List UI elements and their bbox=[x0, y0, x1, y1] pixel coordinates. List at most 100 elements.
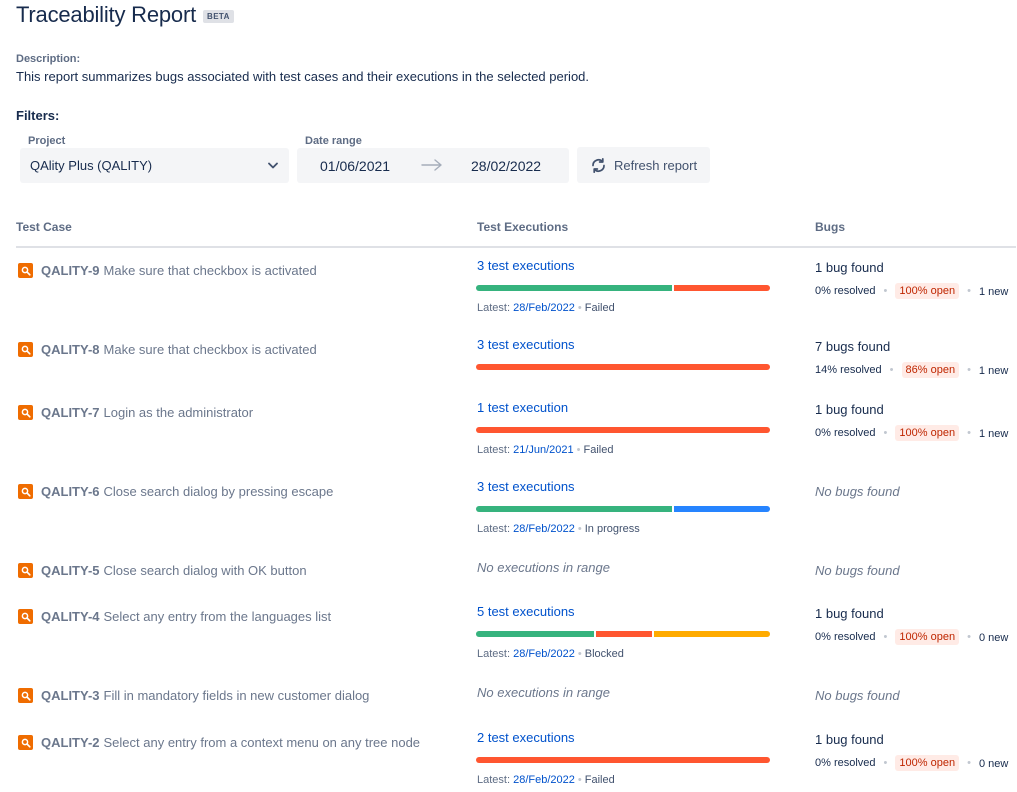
bugs-resolved: 0% resolved bbox=[815, 285, 876, 297]
magnifier-icon bbox=[18, 342, 33, 357]
date-from-input[interactable]: 01/06/2021 bbox=[320, 157, 391, 174]
refresh-report-button[interactable]: Refresh report bbox=[577, 147, 710, 183]
latest-execution-date[interactable]: 28/Feb/2022 bbox=[513, 648, 575, 660]
status-segment-failed bbox=[476, 427, 770, 433]
beta-badge: BETA bbox=[203, 10, 234, 23]
test-executions-link[interactable]: 3 test executions bbox=[477, 337, 575, 352]
test-case-name[interactable]: Make sure that checkbox is activated bbox=[103, 263, 317, 278]
test-case-name[interactable]: Fill in mandatory fields in new customer… bbox=[103, 688, 370, 703]
separator-dot: • bbox=[577, 523, 582, 535]
magnifier-icon bbox=[18, 484, 33, 499]
latest-execution-status: Blocked bbox=[584, 648, 624, 660]
separator-dot: • bbox=[883, 757, 888, 769]
latest-prefix: Latest: bbox=[477, 523, 511, 535]
test-case-key[interactable]: QALITY-6 bbox=[41, 484, 100, 499]
no-executions-text: No executions in range bbox=[477, 685, 610, 700]
test-case-key[interactable]: QALITY-2 bbox=[41, 735, 100, 750]
test-case-key[interactable]: QALITY-3 bbox=[41, 688, 100, 703]
latest-prefix: Latest: bbox=[477, 774, 511, 786]
test-case-key[interactable]: QALITY-7 bbox=[41, 405, 100, 420]
test-executions-link[interactable]: 2 test executions bbox=[477, 730, 575, 745]
magnifier-icon bbox=[18, 263, 33, 278]
latest-execution-date[interactable]: 28/Feb/2022 bbox=[513, 302, 575, 314]
test-executions-link[interactable]: 1 test execution bbox=[477, 400, 569, 415]
bugs-found-count[interactable]: 1 bug found bbox=[815, 606, 884, 621]
bugs-new: 0 new bbox=[978, 758, 1009, 770]
test-case-name[interactable]: Select any entry from a context menu on … bbox=[103, 735, 421, 750]
latest-execution-status: Failed bbox=[584, 774, 615, 786]
latest-execution: Latest: 28/Feb/2022 • In progress bbox=[477, 523, 640, 535]
refresh-report-label: Refresh report bbox=[614, 157, 698, 173]
test-case-key[interactable]: QALITY-9 bbox=[41, 263, 100, 278]
description-text: This report summarizes bugs associated w… bbox=[16, 69, 590, 84]
test-case-name[interactable]: Close search dialog by pressing escape bbox=[103, 484, 334, 499]
test-case-key[interactable]: QALITY-8 bbox=[41, 342, 100, 357]
bugs-new: 1 new bbox=[978, 428, 1009, 440]
bugs-open-lozenge: 100% open bbox=[895, 283, 960, 299]
bugs-open-lozenge: 100% open bbox=[895, 629, 960, 645]
bugs-found-count[interactable]: 1 bug found bbox=[815, 732, 884, 747]
latest-prefix: Latest: bbox=[477, 444, 511, 456]
bugs-new: 1 new bbox=[978, 365, 1009, 377]
bug-stats: 0% resolved • 100% open • 0 new bbox=[815, 629, 1008, 645]
test-case-name[interactable]: Login as the administrator bbox=[103, 405, 254, 420]
test-executions-link[interactable]: 3 test executions bbox=[477, 258, 575, 273]
test-case-name[interactable]: Select any entry from the languages list bbox=[103, 609, 332, 624]
execution-status-bar bbox=[476, 285, 770, 291]
separator-dot: • bbox=[889, 364, 894, 376]
test-case-name[interactable]: Close search dialog with OK button bbox=[103, 563, 307, 578]
test-case-key[interactable]: QALITY-5 bbox=[41, 563, 100, 578]
test-case-cell[interactable]: QALITY-6 Close search dialog by pressing … bbox=[18, 484, 333, 499]
chevron-down-icon bbox=[267, 160, 279, 172]
arrow-right-icon bbox=[421, 157, 443, 176]
bugs-resolved: 14% resolved bbox=[815, 364, 882, 376]
execution-status-bar bbox=[476, 757, 770, 763]
status-segment-failed bbox=[476, 757, 770, 763]
column-header-test-case[interactable]: Test Case bbox=[16, 220, 72, 234]
bugs-found-count[interactable]: 1 bug found bbox=[815, 402, 884, 417]
separator-dot: • bbox=[967, 364, 971, 376]
test-case-cell[interactable]: QALITY-9 Make sure that checkbox is activ… bbox=[18, 263, 317, 278]
status-segment-passed bbox=[476, 631, 594, 637]
bugs-new: 1 new bbox=[978, 286, 1009, 298]
status-segment-blocked bbox=[652, 631, 770, 637]
test-case-cell[interactable]: QALITY-8 Make sure that checkbox is activ… bbox=[18, 342, 317, 357]
latest-execution-date[interactable]: 21/Jun/2021 bbox=[513, 444, 574, 456]
bugs-open-lozenge: 86% open bbox=[901, 362, 960, 378]
latest-execution-date[interactable]: 28/Feb/2022 bbox=[513, 523, 575, 535]
separator-dot: • bbox=[967, 757, 971, 769]
test-executions-link[interactable]: 3 test executions bbox=[477, 479, 575, 494]
refresh-icon bbox=[592, 157, 605, 173]
execution-status-bar bbox=[476, 506, 770, 512]
bugs-resolved: 0% resolved bbox=[815, 631, 876, 643]
test-case-cell[interactable]: QALITY-4 Select any entry from the langua… bbox=[18, 609, 331, 624]
status-segment-failed bbox=[593, 631, 653, 637]
latest-execution-date[interactable]: 28/Feb/2022 bbox=[513, 774, 575, 786]
column-header-bugs[interactable]: Bugs bbox=[815, 220, 845, 234]
test-case-name[interactable]: Make sure that checkbox is activated bbox=[103, 342, 317, 357]
date-range-picker: 01/06/2021 28/02/2022 bbox=[297, 148, 569, 183]
date-to-input[interactable]: 28/02/2022 bbox=[471, 157, 542, 174]
column-header-test-executions[interactable]: Test Executions bbox=[477, 220, 569, 234]
test-case-cell[interactable]: QALITY-2 Select any entry from a context … bbox=[18, 735, 420, 750]
test-case-key[interactable]: QALITY-4 bbox=[41, 609, 100, 624]
status-segment-in-progress bbox=[672, 506, 770, 512]
bugs-new: 0 new bbox=[978, 632, 1009, 644]
separator-dot: • bbox=[883, 631, 888, 643]
bugs-found-count[interactable]: 7 bugs found bbox=[815, 339, 891, 354]
test-case-cell[interactable]: QALITY-5 Close search dialog with OK butt… bbox=[18, 563, 307, 578]
test-case-cell[interactable]: QALITY-7 Login as the administrator bbox=[18, 405, 253, 420]
latest-execution-status: In progress bbox=[584, 523, 640, 535]
status-segment-passed bbox=[476, 506, 673, 512]
bugs-found-count[interactable]: 1 bug found bbox=[815, 260, 884, 275]
separator-dot: • bbox=[883, 285, 888, 297]
test-case-cell[interactable]: QALITY-3 Fill in mandatory fields in new … bbox=[18, 688, 369, 703]
project-select[interactable]: QAlity Plus (QALITY) bbox=[20, 148, 289, 183]
bugs-resolved: 0% resolved bbox=[815, 757, 876, 769]
test-executions-link[interactable]: 5 test executions bbox=[477, 604, 575, 619]
latest-execution-status: Failed bbox=[584, 302, 615, 314]
latest-execution-status: Failed bbox=[583, 444, 614, 456]
header-divider bbox=[16, 246, 1016, 248]
bugs-resolved: 0% resolved bbox=[815, 427, 876, 439]
status-segment-failed bbox=[672, 285, 770, 291]
